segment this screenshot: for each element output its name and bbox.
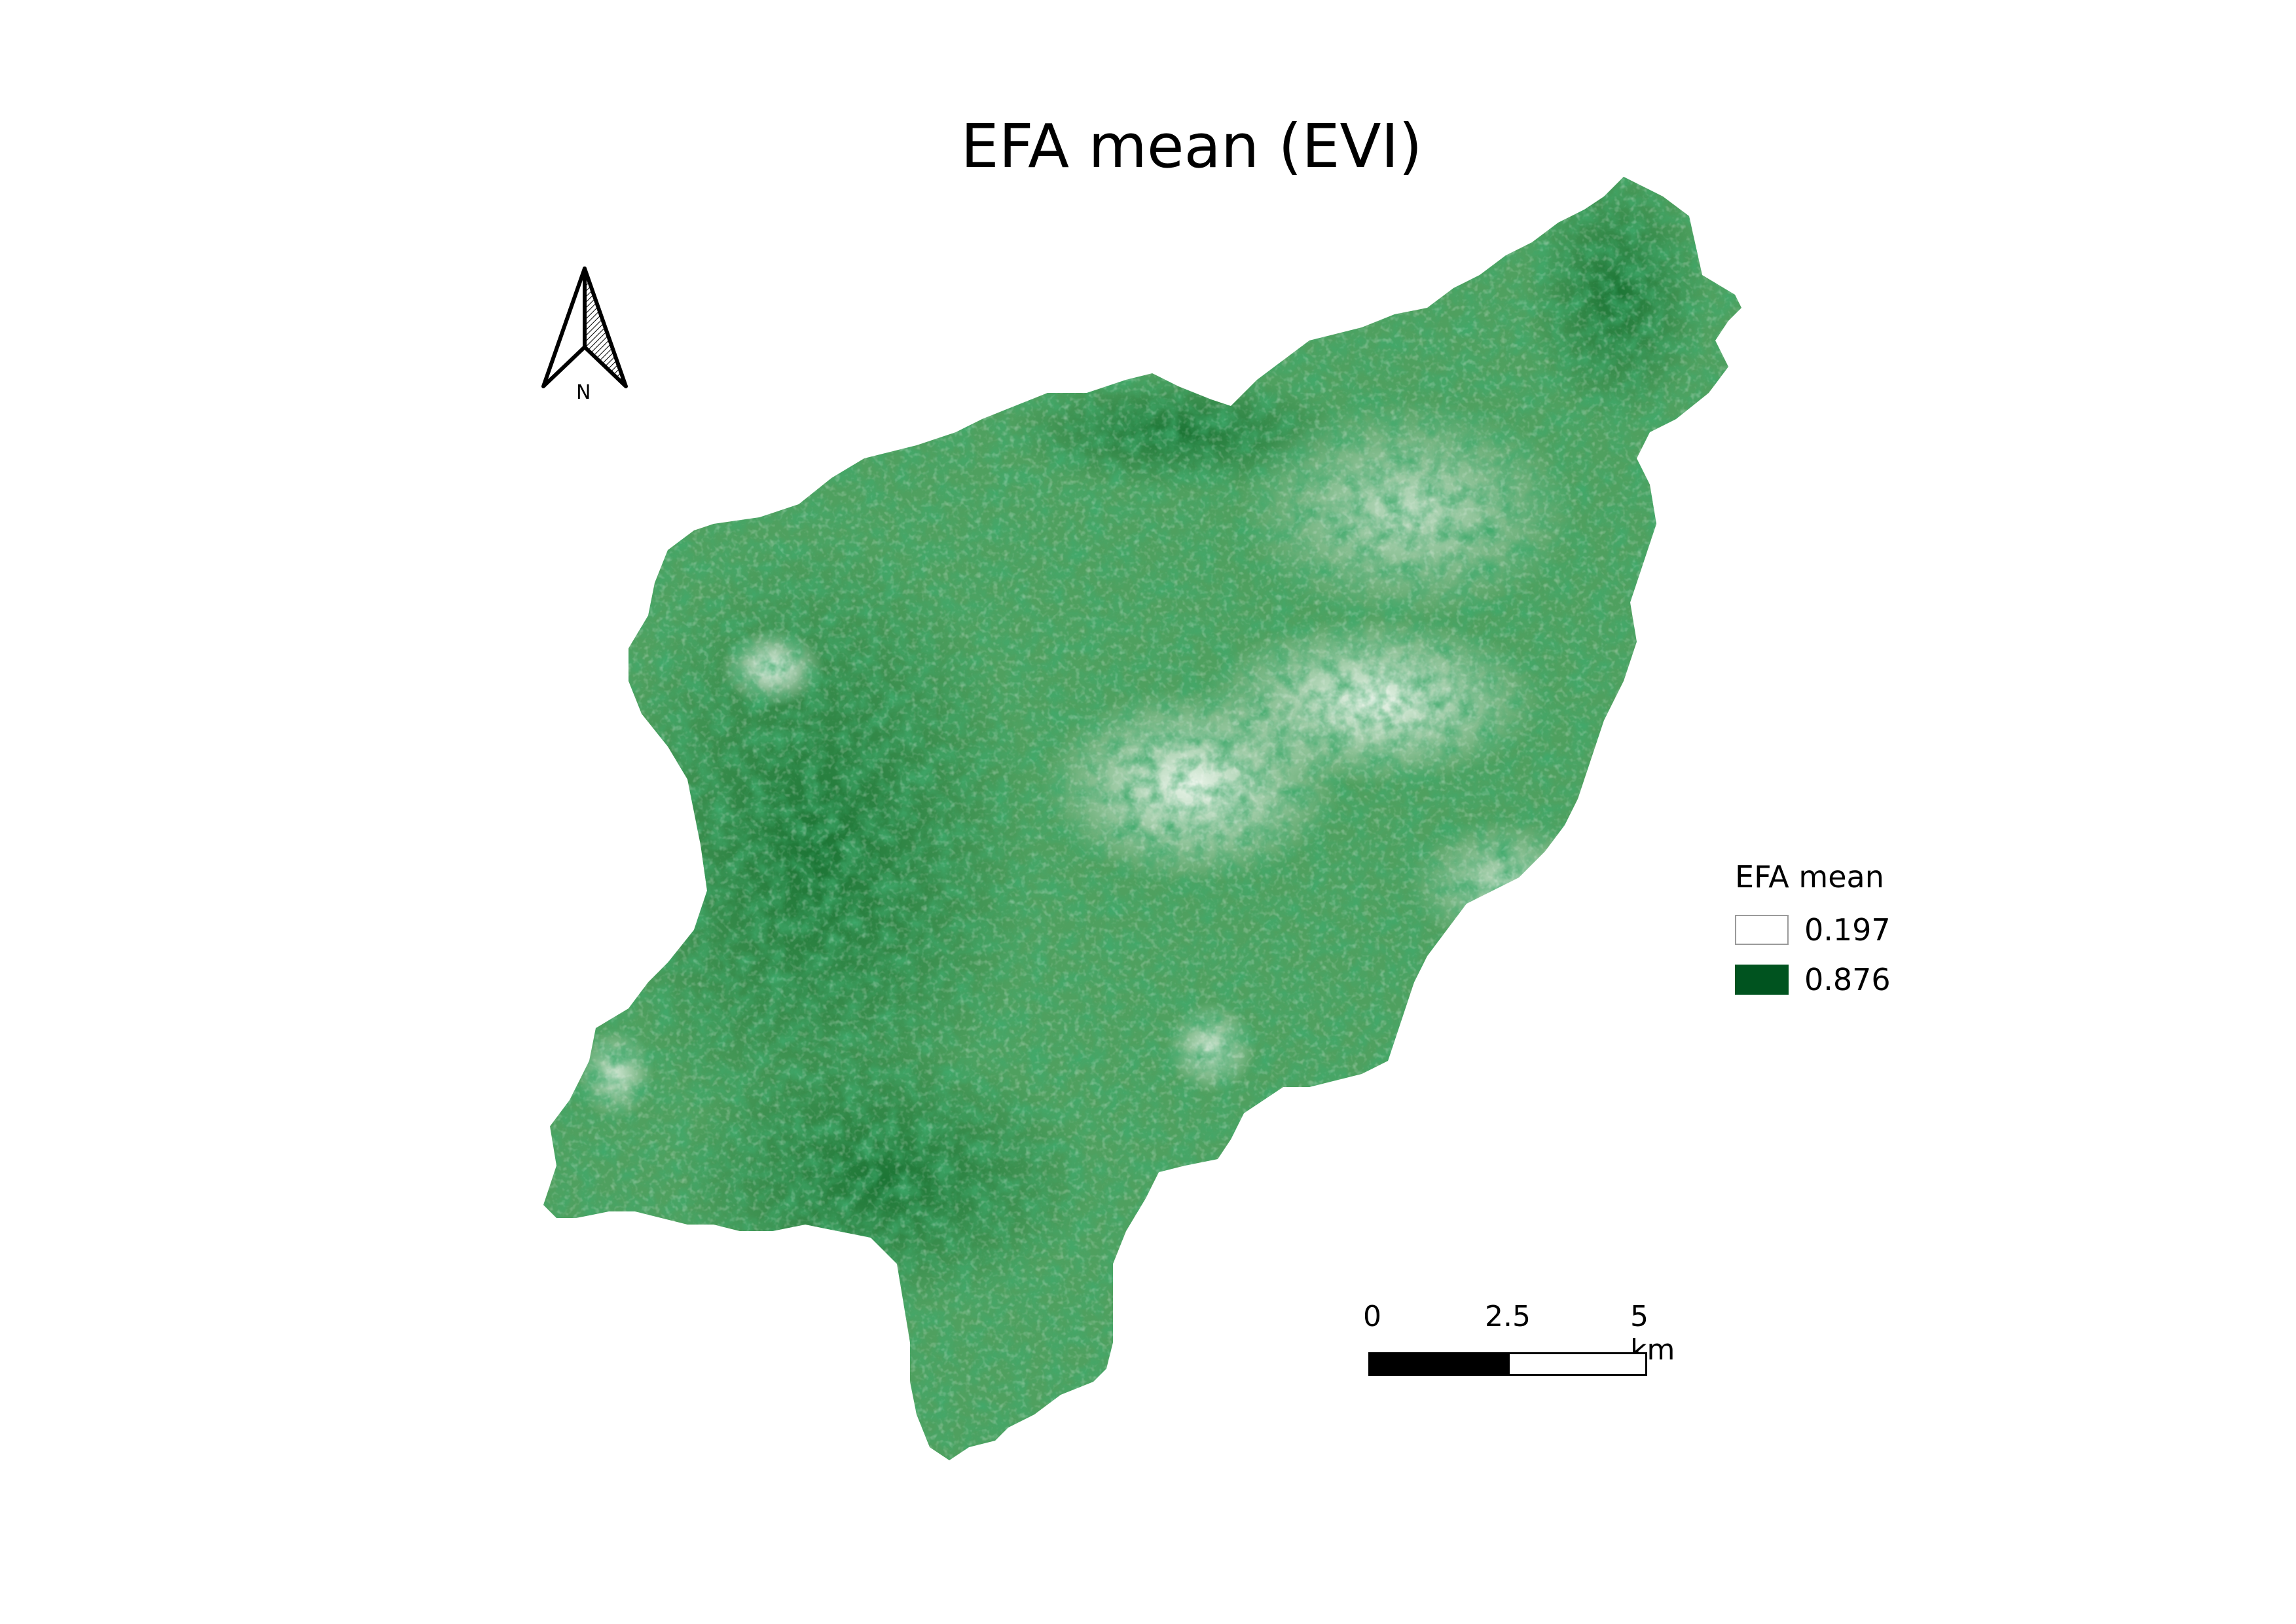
legend-title: EFA mean	[1735, 859, 1884, 895]
legend-item-high: 0.876	[1735, 955, 1891, 1005]
north-arrow-icon	[541, 267, 628, 388]
legend-label-low: 0.197	[1804, 912, 1891, 948]
legend-item-low: 0.197	[1735, 905, 1891, 955]
north-arrow-label: N	[576, 381, 591, 404]
legend-swatch-high	[1735, 965, 1789, 995]
scale-label-2-5: 2.5	[1485, 1300, 1531, 1333]
scale-bar: 0 2.5 5 km	[1363, 1300, 1675, 1392]
scale-label-0: 0	[1363, 1300, 1381, 1333]
scale-label-5-km: 5 km	[1630, 1300, 1675, 1367]
legend-label-high: 0.876	[1804, 962, 1891, 997]
legend-swatch-low	[1735, 915, 1789, 945]
map-title: EFA mean (EVI)	[960, 111, 1423, 181]
scale-bar-graphic	[1368, 1352, 1647, 1376]
basin-raster	[543, 177, 1741, 1460]
map-legend: EFA mean 0.197 0.876	[1735, 859, 1891, 1005]
scale-bar-black-segment	[1370, 1354, 1510, 1374]
